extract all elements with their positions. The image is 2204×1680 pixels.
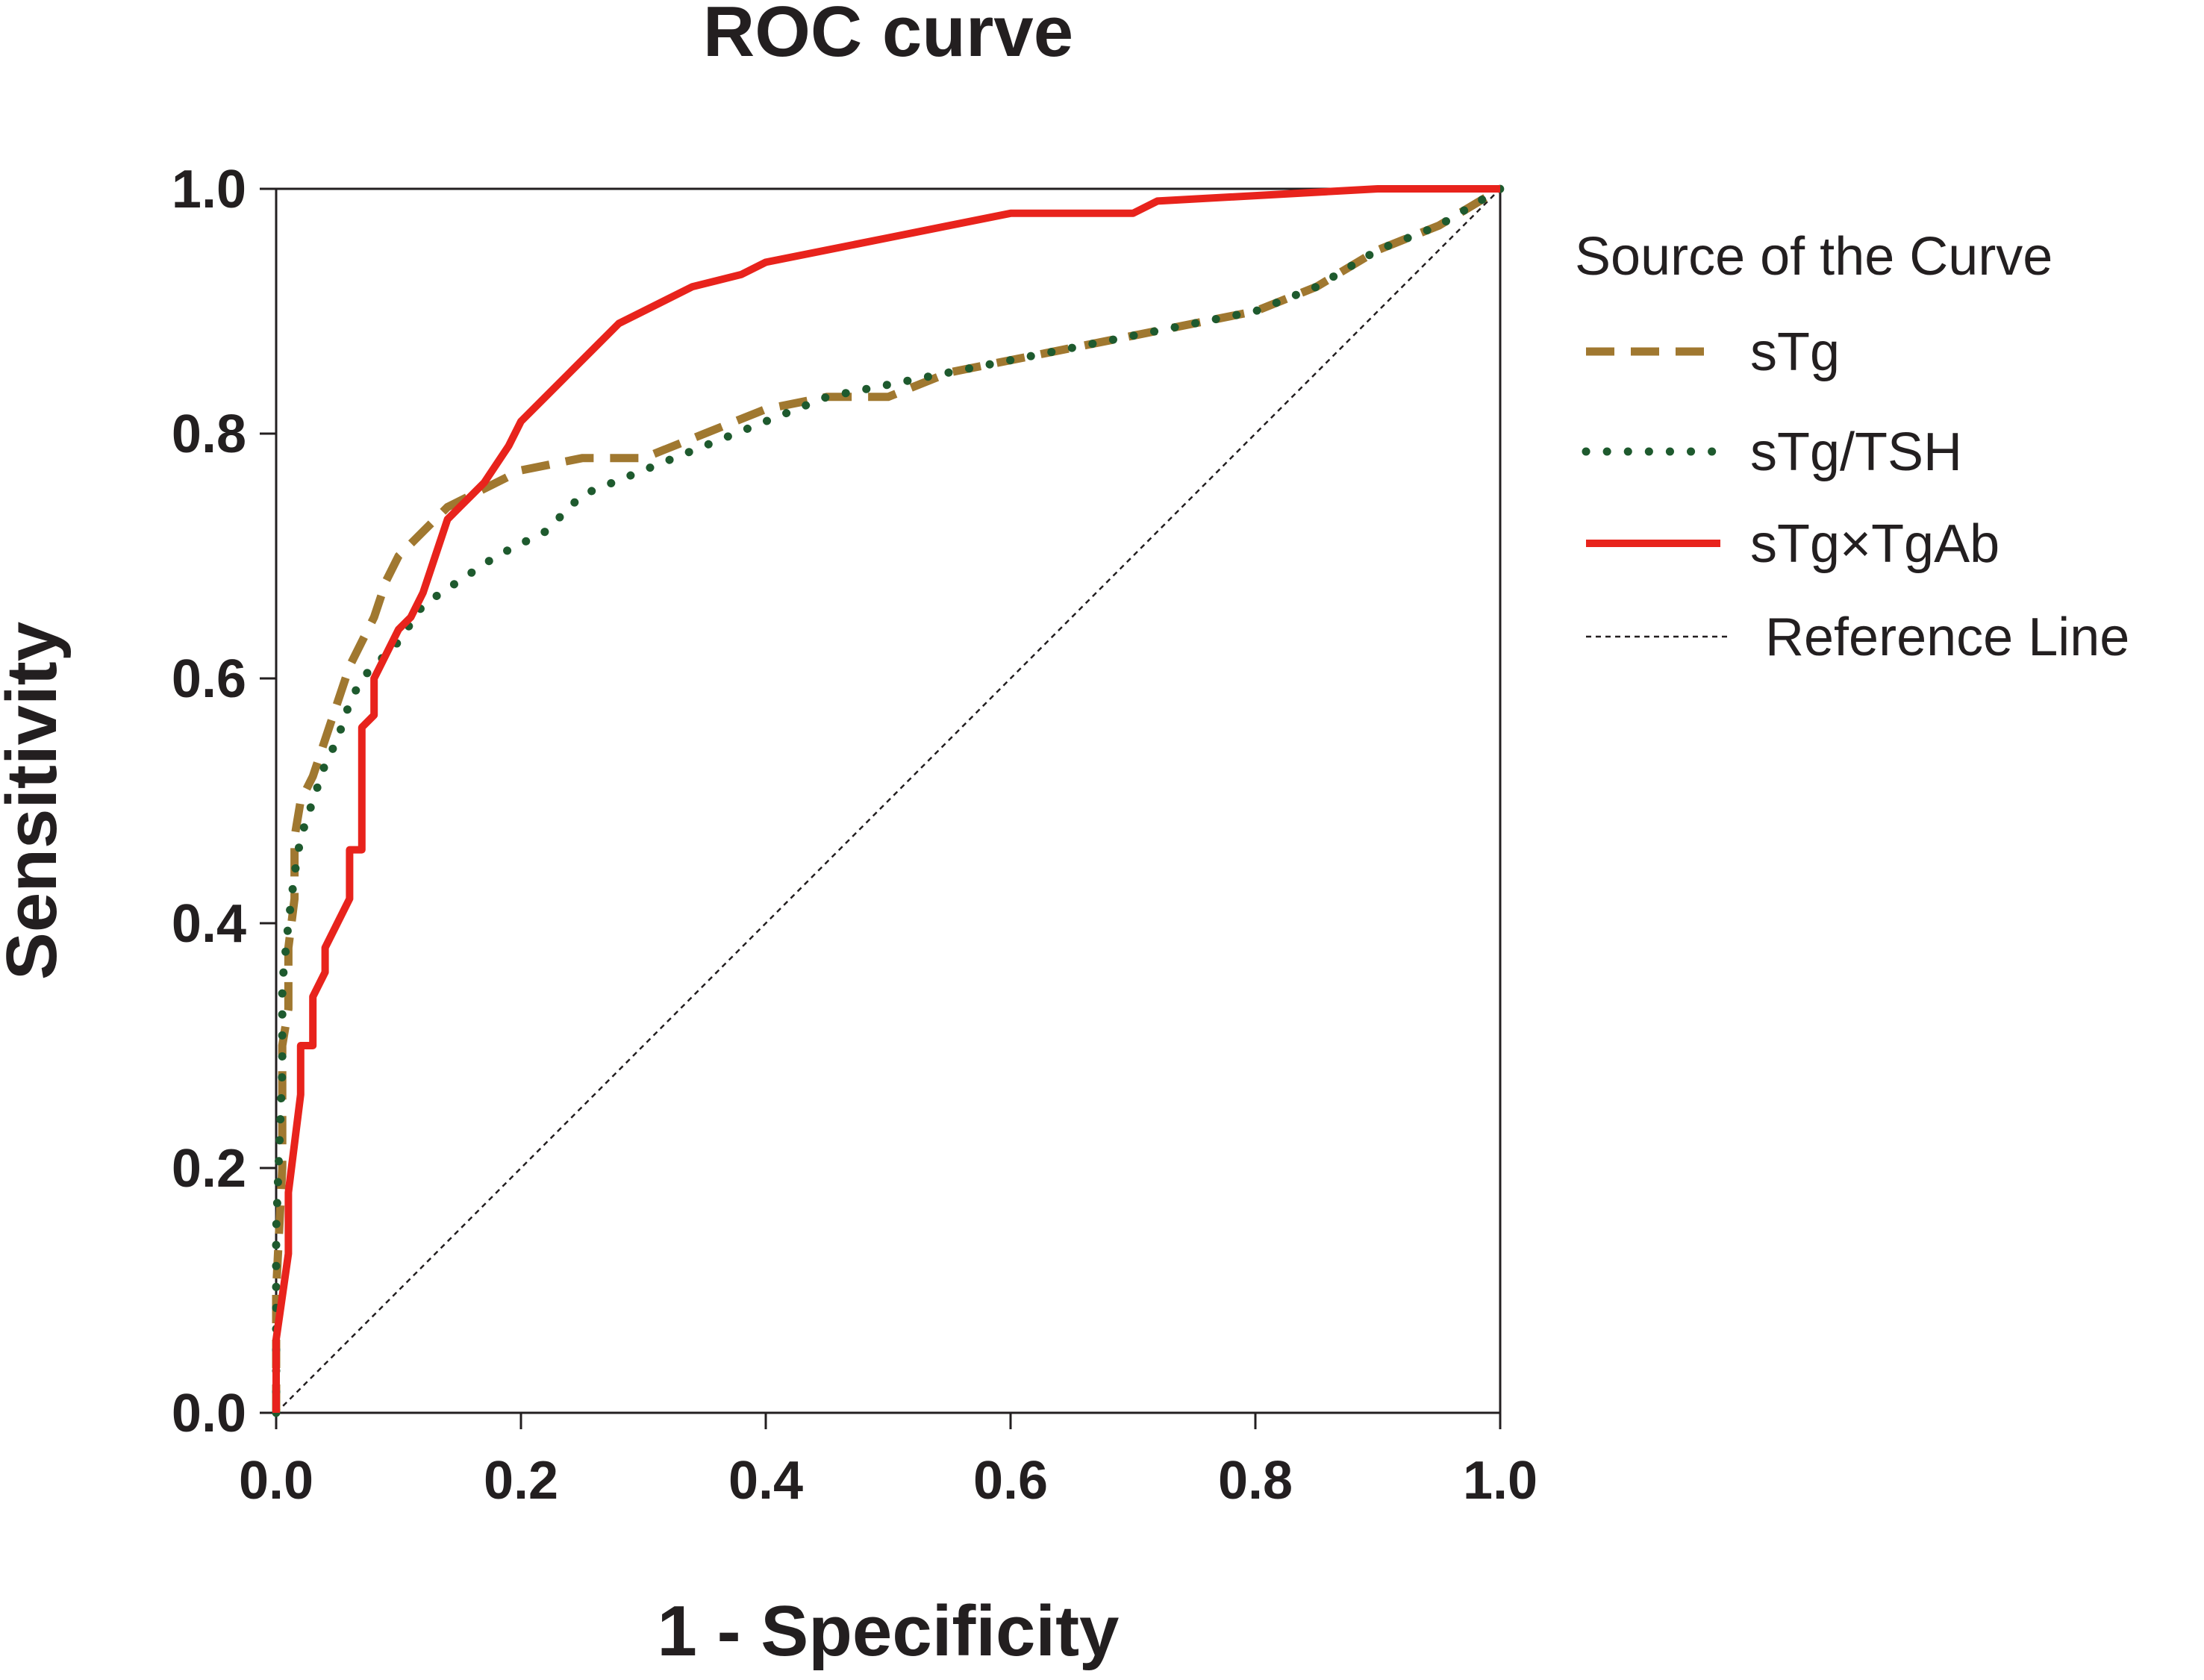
- x-tick-label: 0.2: [484, 1451, 558, 1511]
- y-tick-label: 0.0: [172, 1384, 246, 1443]
- x-axis-title: 1 - Specificity: [658, 1591, 1120, 1671]
- plot-frame: [275, 187, 1502, 1414]
- chart-title: ROC curve: [703, 0, 1073, 72]
- legend-label: Reference Line: [1765, 608, 2129, 667]
- legend-label: sTg×TgAb: [1750, 514, 1999, 574]
- x-tick-label: 0.4: [728, 1451, 803, 1511]
- y-tick-label: 0.4: [172, 894, 246, 954]
- series-line-reference-line: [275, 188, 1501, 1414]
- legend-label: sTg: [1750, 322, 1840, 382]
- legend-title: Source of the Curve: [1575, 227, 2052, 287]
- legend: Source of the Curve sTg sTg/TSH sTg×TgAb Re…: [1575, 227, 2129, 667]
- y-tick-label: 1.0: [172, 160, 246, 219]
- y-tick-label: 0.8: [172, 405, 246, 464]
- y-tick-label: 0.2: [172, 1139, 246, 1199]
- x-tick-label: 0.0: [239, 1451, 313, 1511]
- curves: [272, 184, 1505, 1417]
- x-tick-label: 0.6: [973, 1451, 1048, 1511]
- x-tick-label: 0.8: [1218, 1451, 1293, 1511]
- x-axis: 0.0 0.2 0.4 0.6 0.8 1.0: [239, 1413, 1538, 1511]
- x-tick-label: 1.0: [1463, 1451, 1538, 1511]
- legend-label: sTg/TSH: [1750, 422, 1962, 482]
- y-axis: 0.0 0.2 0.4 0.6 0.8 1.0: [172, 160, 276, 1443]
- y-tick-label: 0.6: [172, 649, 246, 709]
- y-axis-title: Sensitivity: [0, 622, 72, 980]
- series-line-stg-tgab: [272, 185, 1500, 1413]
